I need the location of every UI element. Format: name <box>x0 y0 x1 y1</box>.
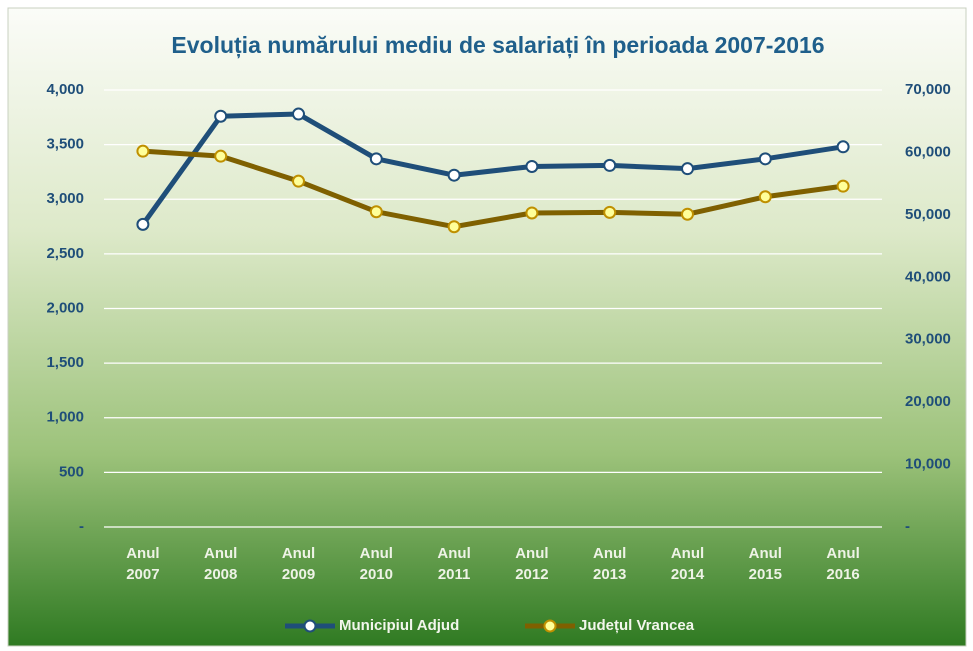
series-marker <box>681 162 694 176</box>
x-tick-label: Anul 2016 <box>826 545 860 583</box>
series-marker <box>136 217 150 231</box>
y-tick-label: 3,000 <box>46 190 84 207</box>
legend-label: Municipiul Adjud <box>339 617 459 634</box>
series-marker <box>525 159 539 173</box>
legend-marker <box>303 619 317 633</box>
series-marker <box>369 152 383 166</box>
y2-tick-label: 30,000 <box>905 331 951 348</box>
series-marker <box>836 140 850 154</box>
chart-title: Evoluția numărului mediu de salariați în… <box>171 32 824 59</box>
x-tick-label: Anul 2009 <box>281 545 316 583</box>
x-tick-label: Anul 2012 <box>515 545 549 583</box>
x-tick-label: Anul 2013 <box>593 545 627 583</box>
series-marker <box>214 149 228 163</box>
y2-tick-label: 50,000 <box>905 206 951 223</box>
x-tick-label: Anul 2007 <box>126 545 160 583</box>
x-tick-label: Anul 2010 <box>359 545 393 583</box>
y-tick-label: 1,500 <box>46 354 84 371</box>
series-marker <box>681 207 694 221</box>
y2-tick-label: 60,000 <box>905 143 951 160</box>
x-tick-label: Anul 2015 <box>748 545 782 583</box>
y-tick-label: 4,000 <box>46 81 84 98</box>
y-tick-label: - <box>79 518 84 535</box>
series-marker <box>603 158 617 172</box>
y2-tick-label: 40,000 <box>905 268 951 285</box>
x-tick-label: Anul 2014 <box>670 545 705 583</box>
y2-tick-label: - <box>905 518 910 535</box>
series-marker <box>758 152 772 166</box>
series-marker <box>369 205 383 219</box>
legend-label: Județul Vrancea <box>579 617 695 634</box>
y2-tick-label: 70,000 <box>905 81 951 98</box>
series-marker <box>525 206 539 220</box>
series-marker <box>136 144 150 158</box>
series-marker <box>292 174 305 188</box>
series-marker <box>603 205 617 219</box>
y-tick-label: 1,000 <box>46 409 84 426</box>
x-tick-label: Anul 2008 <box>204 545 238 583</box>
series-marker <box>214 109 228 123</box>
series-line <box>140 111 844 226</box>
y2-tick-label: 10,000 <box>905 456 951 473</box>
series-marker <box>758 190 772 204</box>
y-tick-label: 500 <box>59 463 84 480</box>
series-marker <box>836 179 850 193</box>
series-marker <box>447 168 461 182</box>
y2-tick-label: 20,000 <box>905 393 951 410</box>
series-marker <box>447 220 461 234</box>
legend-marker <box>543 619 557 633</box>
y-tick-label: 3,500 <box>46 136 84 153</box>
series-marker <box>292 107 305 121</box>
chart-background <box>7 7 967 647</box>
series-line <box>142 148 844 230</box>
y-tick-label: 2,500 <box>46 245 84 262</box>
x-tick-label: Anul 2011 <box>437 545 471 583</box>
y-tick-label: 2,000 <box>46 299 84 316</box>
